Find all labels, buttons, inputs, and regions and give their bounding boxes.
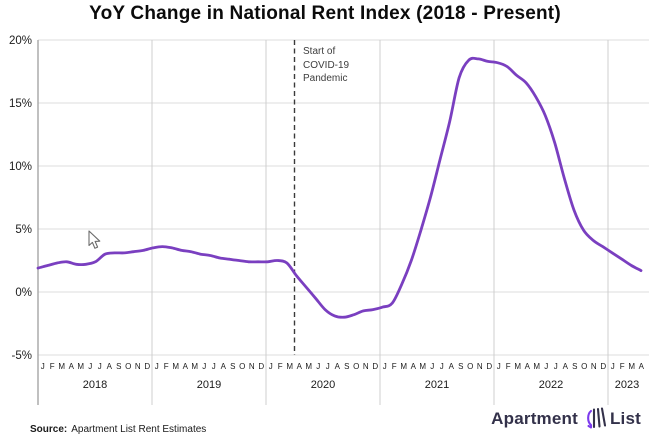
- y-axis-tick-label: 10%: [9, 161, 32, 173]
- month-tick-label: N: [591, 362, 597, 371]
- month-tick-label: D: [486, 362, 492, 371]
- month-tick-label: D: [144, 362, 150, 371]
- month-tick-label: D: [258, 362, 264, 371]
- year-label: 2022: [539, 379, 563, 391]
- month-tick-label: M: [286, 362, 293, 371]
- month-tick-label: N: [363, 362, 369, 371]
- month-tick-label: J: [544, 362, 548, 371]
- rent-yoy-line: [36, 56, 643, 319]
- month-tick-label: M: [400, 362, 407, 371]
- year-label: 2019: [197, 379, 221, 391]
- month-tick-label: A: [563, 362, 569, 371]
- month-tick-label: N: [135, 362, 141, 371]
- covid-annotation-line: Start of: [303, 46, 336, 57]
- month-tick-label: J: [41, 362, 45, 371]
- apartment-list-icon: [582, 406, 606, 432]
- year-label: 2020: [311, 379, 335, 391]
- month-tick-label: S: [230, 362, 235, 371]
- month-tick-label: J: [430, 362, 434, 371]
- logo-word-apartment: Apartment: [491, 409, 578, 428]
- month-tick-label: F: [278, 362, 283, 371]
- month-tick-label: J: [88, 362, 92, 371]
- month-tick-label: J: [202, 362, 206, 371]
- logo-word-list: List: [609, 409, 641, 428]
- y-axis-tick-label: 5%: [15, 224, 32, 236]
- y-axis-tick-label: 0%: [15, 287, 32, 299]
- source-label: Source:: [30, 424, 68, 435]
- month-tick-label: J: [98, 362, 102, 371]
- covid-annotation-line: COVID-19: [303, 59, 350, 71]
- source-note: Source: Apartment List Rent Estimates: [30, 424, 206, 435]
- year-label: 2018: [83, 379, 107, 391]
- month-tick-label: M: [191, 362, 198, 371]
- month-tick-label: F: [620, 362, 625, 371]
- month-tick-label: J: [155, 362, 159, 371]
- month-tick-label: O: [581, 362, 587, 371]
- month-tick-label: M: [172, 362, 179, 371]
- year-label: 2023: [615, 379, 639, 391]
- month-tick-label: J: [269, 362, 273, 371]
- month-tick-label: M: [58, 362, 65, 371]
- month-tick-label: A: [525, 362, 531, 371]
- month-tick-label: A: [297, 362, 303, 371]
- chart-title: YoY Change in National Rent Index (2018 …: [89, 3, 561, 24]
- month-tick-label: F: [392, 362, 397, 371]
- month-tick-label: J: [212, 362, 216, 371]
- month-tick-label: M: [419, 362, 426, 371]
- month-tick-label: J: [554, 362, 558, 371]
- y-axis-tick-label: -5%: [12, 350, 32, 362]
- month-tick-label: A: [107, 362, 113, 371]
- month-tick-label: A: [183, 362, 189, 371]
- month-tick-label: A: [335, 362, 341, 371]
- month-tick-label: J: [316, 362, 320, 371]
- month-tick-label: O: [467, 362, 473, 371]
- source-text: Apartment List Rent Estimates: [71, 424, 207, 435]
- month-tick-label: M: [77, 362, 84, 371]
- mouse-cursor: [88, 230, 101, 249]
- month-tick-label: A: [639, 362, 645, 371]
- month-tick-label: S: [572, 362, 577, 371]
- month-tick-label: M: [514, 362, 521, 371]
- month-tick-label: M: [533, 362, 540, 371]
- month-tick-label: D: [372, 362, 378, 371]
- month-tick-label: M: [628, 362, 635, 371]
- month-tick-label: A: [69, 362, 75, 371]
- month-tick-label: A: [411, 362, 417, 371]
- covid-annotation: Start of COVID-19 Pandemic: [303, 45, 349, 86]
- month-tick-label: J: [440, 362, 444, 371]
- month-tick-label: O: [353, 362, 359, 371]
- month-tick-label: S: [458, 362, 463, 371]
- apartment-list-logo: Apartment List: [491, 406, 641, 432]
- month-tick-label: D: [600, 362, 606, 371]
- year-label: 2021: [425, 379, 449, 391]
- y-axis-tick-label: 20%: [9, 35, 32, 47]
- month-tick-label: J: [383, 362, 387, 371]
- month-tick-label: A: [221, 362, 227, 371]
- month-tick-label: S: [344, 362, 349, 371]
- y-axis-tick-label: 15%: [9, 98, 32, 110]
- month-tick-label: O: [239, 362, 245, 371]
- month-tick-label: F: [50, 362, 55, 371]
- covid-annotation-line: Pandemic: [303, 73, 348, 84]
- month-tick-label: A: [449, 362, 455, 371]
- month-tick-label: F: [164, 362, 169, 371]
- month-tick-label: N: [249, 362, 255, 371]
- month-tick-label: S: [116, 362, 121, 371]
- month-tick-label: J: [497, 362, 501, 371]
- month-tick-label: J: [611, 362, 615, 371]
- month-tick-label: N: [477, 362, 483, 371]
- month-tick-label: F: [506, 362, 511, 371]
- month-tick-label: M: [305, 362, 312, 371]
- month-tick-label: O: [125, 362, 131, 371]
- month-tick-label: J: [326, 362, 330, 371]
